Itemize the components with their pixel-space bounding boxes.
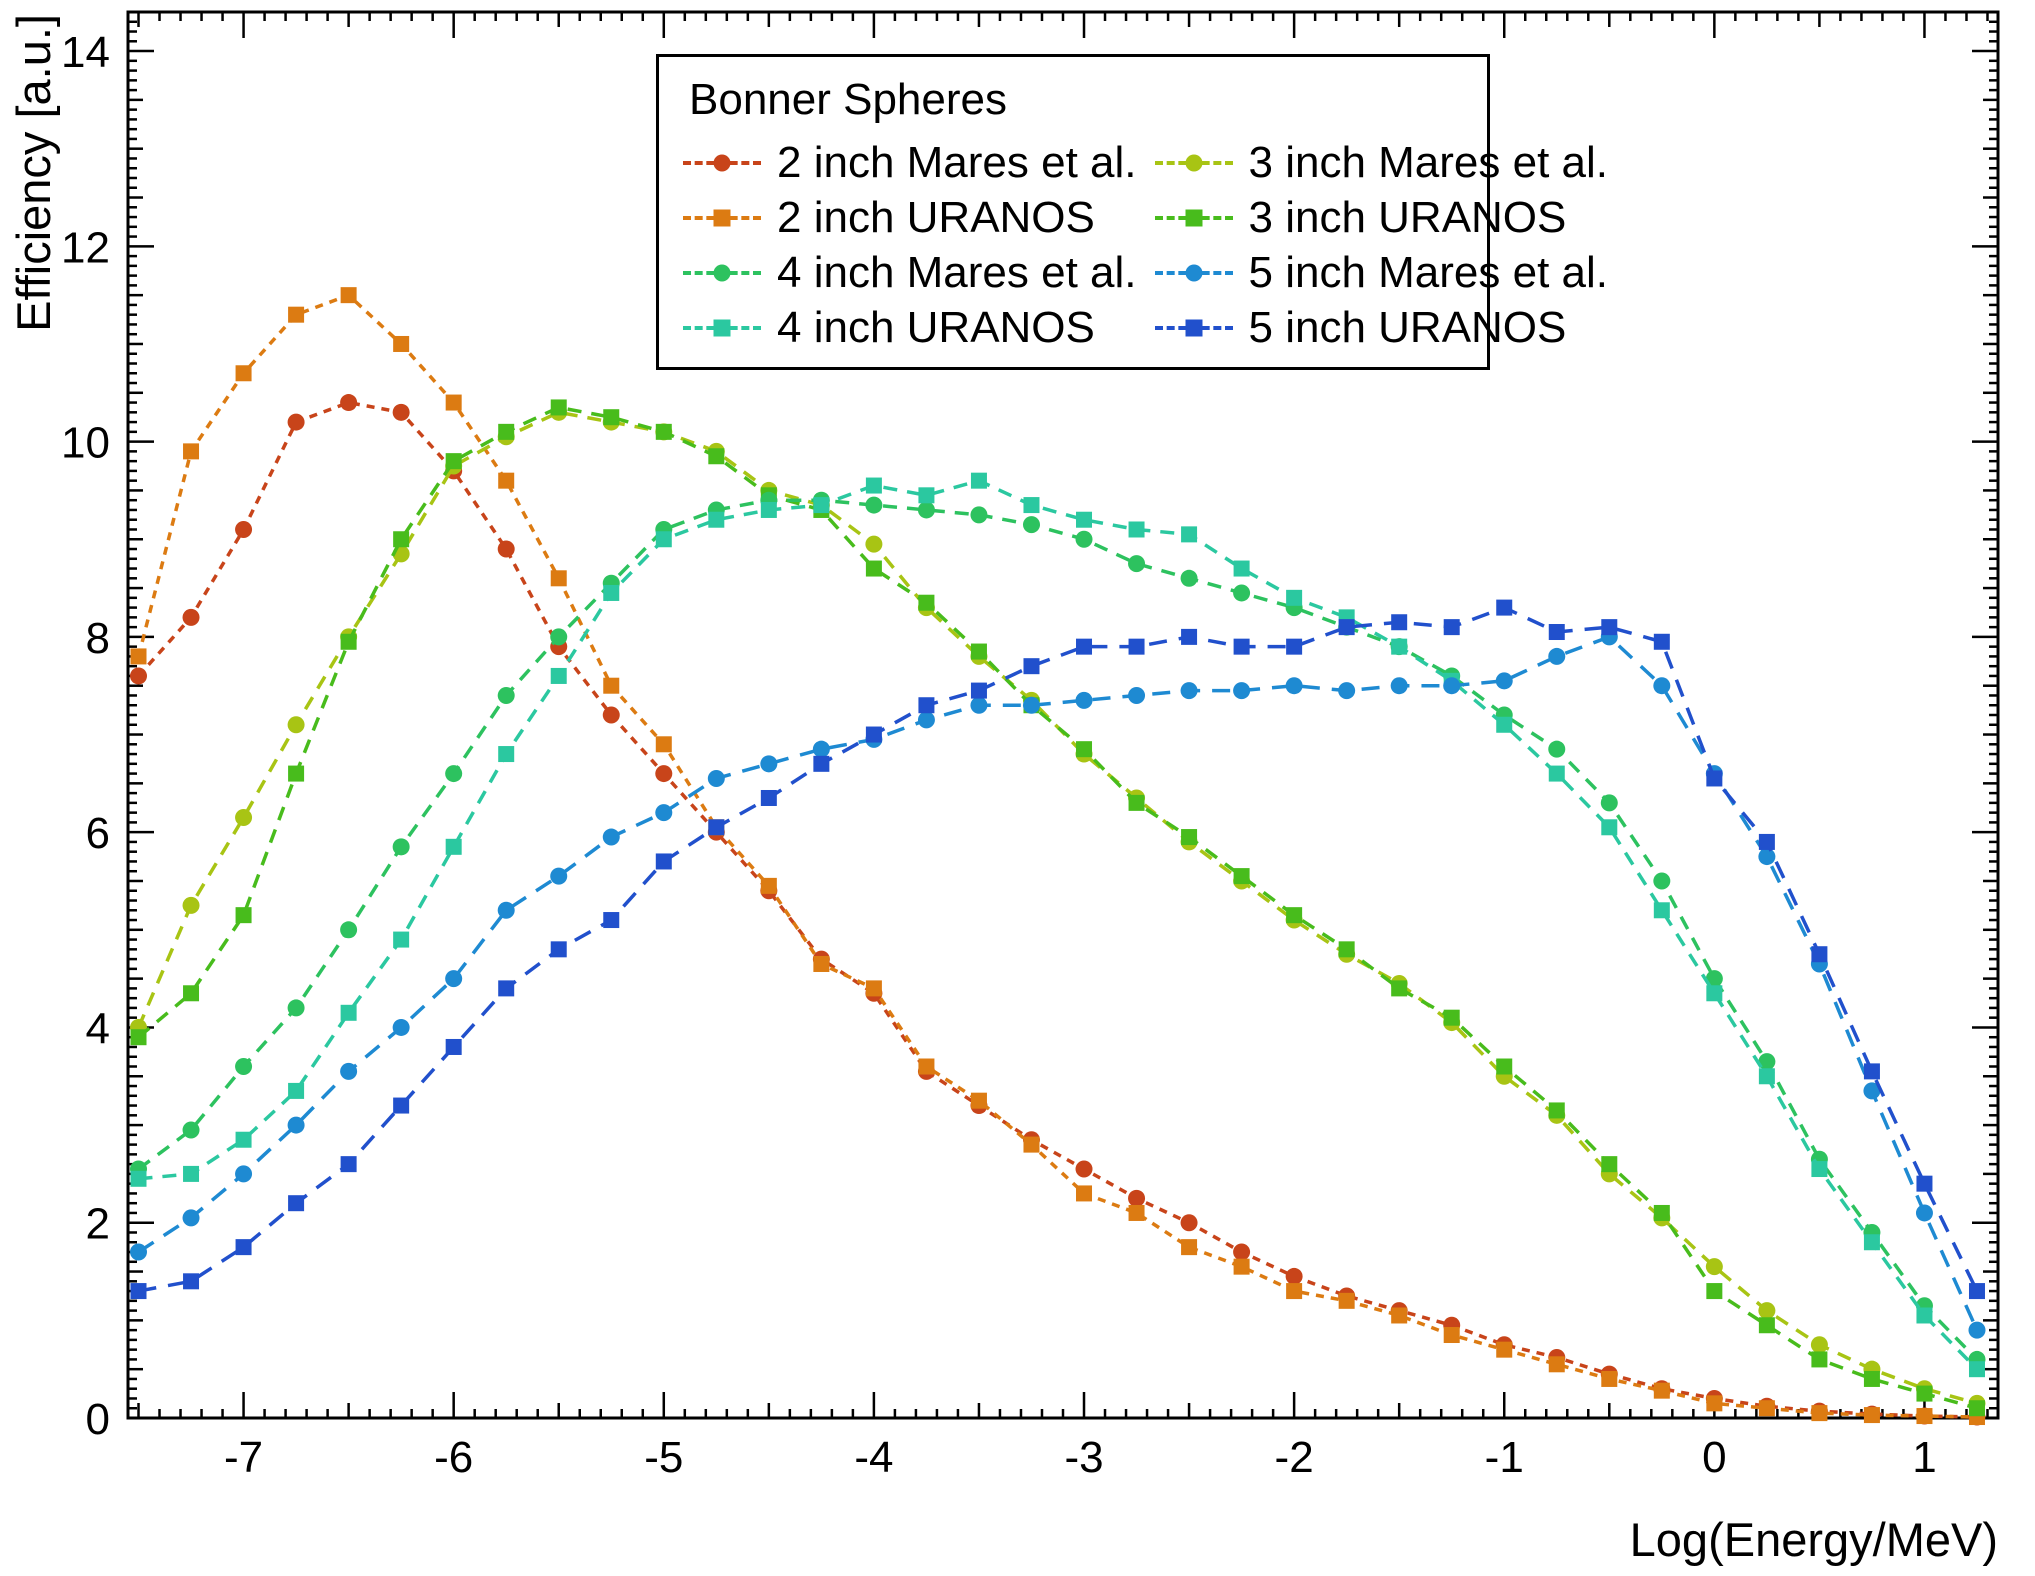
legend-entry: 3 inch URANOS — [1154, 190, 1609, 245]
y-axis-label: Efficiency [a.u.] — [7, 14, 60, 332]
legend-entry: 2 inch URANOS — [683, 190, 1137, 245]
legend-title: Bonner Spheres — [689, 75, 1007, 124]
circle-marker-icon — [1185, 154, 1202, 171]
circle-marker-icon — [1185, 264, 1202, 281]
legend-label: 5 inch Mares et al. — [1248, 247, 1609, 297]
legend-entry: 2 inch Mares et al. — [683, 135, 1137, 190]
legend-line-marker — [1154, 262, 1233, 284]
svg-text:0: 0 — [86, 1395, 110, 1444]
svg-text:4: 4 — [86, 1004, 110, 1053]
legend-line-marker — [683, 152, 761, 174]
circle-marker-icon — [713, 264, 731, 281]
square-marker-icon — [713, 209, 731, 226]
legend-line-marker — [1154, 207, 1233, 229]
legend-label: 3 inch URANOS — [1248, 192, 1567, 242]
svg-text:-6: -6 — [434, 1433, 473, 1482]
svg-text:-3: -3 — [1064, 1433, 1103, 1482]
svg-text:-1: -1 — [1485, 1433, 1524, 1482]
legend: Bonner Spheres 2 inch Mares et al. 3 inc… — [656, 54, 1608, 370]
svg-text:12: 12 — [61, 223, 110, 272]
svg-text:-4: -4 — [854, 1433, 893, 1482]
legend-entry: 4 inch Mares et al. — [683, 245, 1137, 300]
svg-text:-5: -5 — [644, 1433, 683, 1482]
square-marker-icon — [1185, 319, 1202, 336]
legend-line-marker — [1154, 317, 1233, 339]
legend-entry: 4 inch URANOS — [683, 300, 1137, 355]
legend-label: 4 inch Mares et al. — [777, 247, 1137, 297]
square-marker-icon — [1185, 209, 1202, 226]
legend-line-marker — [683, 207, 761, 229]
legend-entry: 5 inch URANOS — [1154, 300, 1609, 355]
svg-text:14: 14 — [61, 28, 110, 77]
legend-line-marker — [683, 317, 761, 339]
circle-marker-icon — [713, 154, 731, 171]
x-axis-label: Log(Energy/MeV) — [1629, 1513, 1998, 1566]
svg-text:0: 0 — [1702, 1433, 1726, 1482]
legend-line-marker — [1154, 152, 1233, 174]
legend-entry: 3 inch Mares et al. — [1154, 135, 1609, 190]
legend-label: 2 inch Mares et al. — [777, 137, 1137, 187]
svg-text:8: 8 — [86, 614, 110, 663]
square-marker-icon — [713, 319, 731, 336]
legend-label: 4 inch URANOS — [777, 302, 1095, 352]
legend-label: 2 inch URANOS — [777, 192, 1095, 242]
svg-text:-2: -2 — [1275, 1433, 1314, 1482]
svg-text:2: 2 — [86, 1200, 110, 1249]
legend-label: 3 inch Mares et al. — [1248, 137, 1609, 187]
svg-text:-7: -7 — [224, 1433, 263, 1482]
legend-label: 5 inch URANOS — [1248, 302, 1567, 352]
svg-text:10: 10 — [61, 419, 110, 468]
legend-grid: 2 inch Mares et al. 3 inch Mares et al. … — [683, 135, 1608, 355]
legend-line-marker — [683, 262, 761, 284]
legend-entry: 5 inch Mares et al. — [1154, 245, 1609, 300]
svg-text:1: 1 — [1912, 1433, 1936, 1482]
svg-text:6: 6 — [86, 809, 110, 858]
